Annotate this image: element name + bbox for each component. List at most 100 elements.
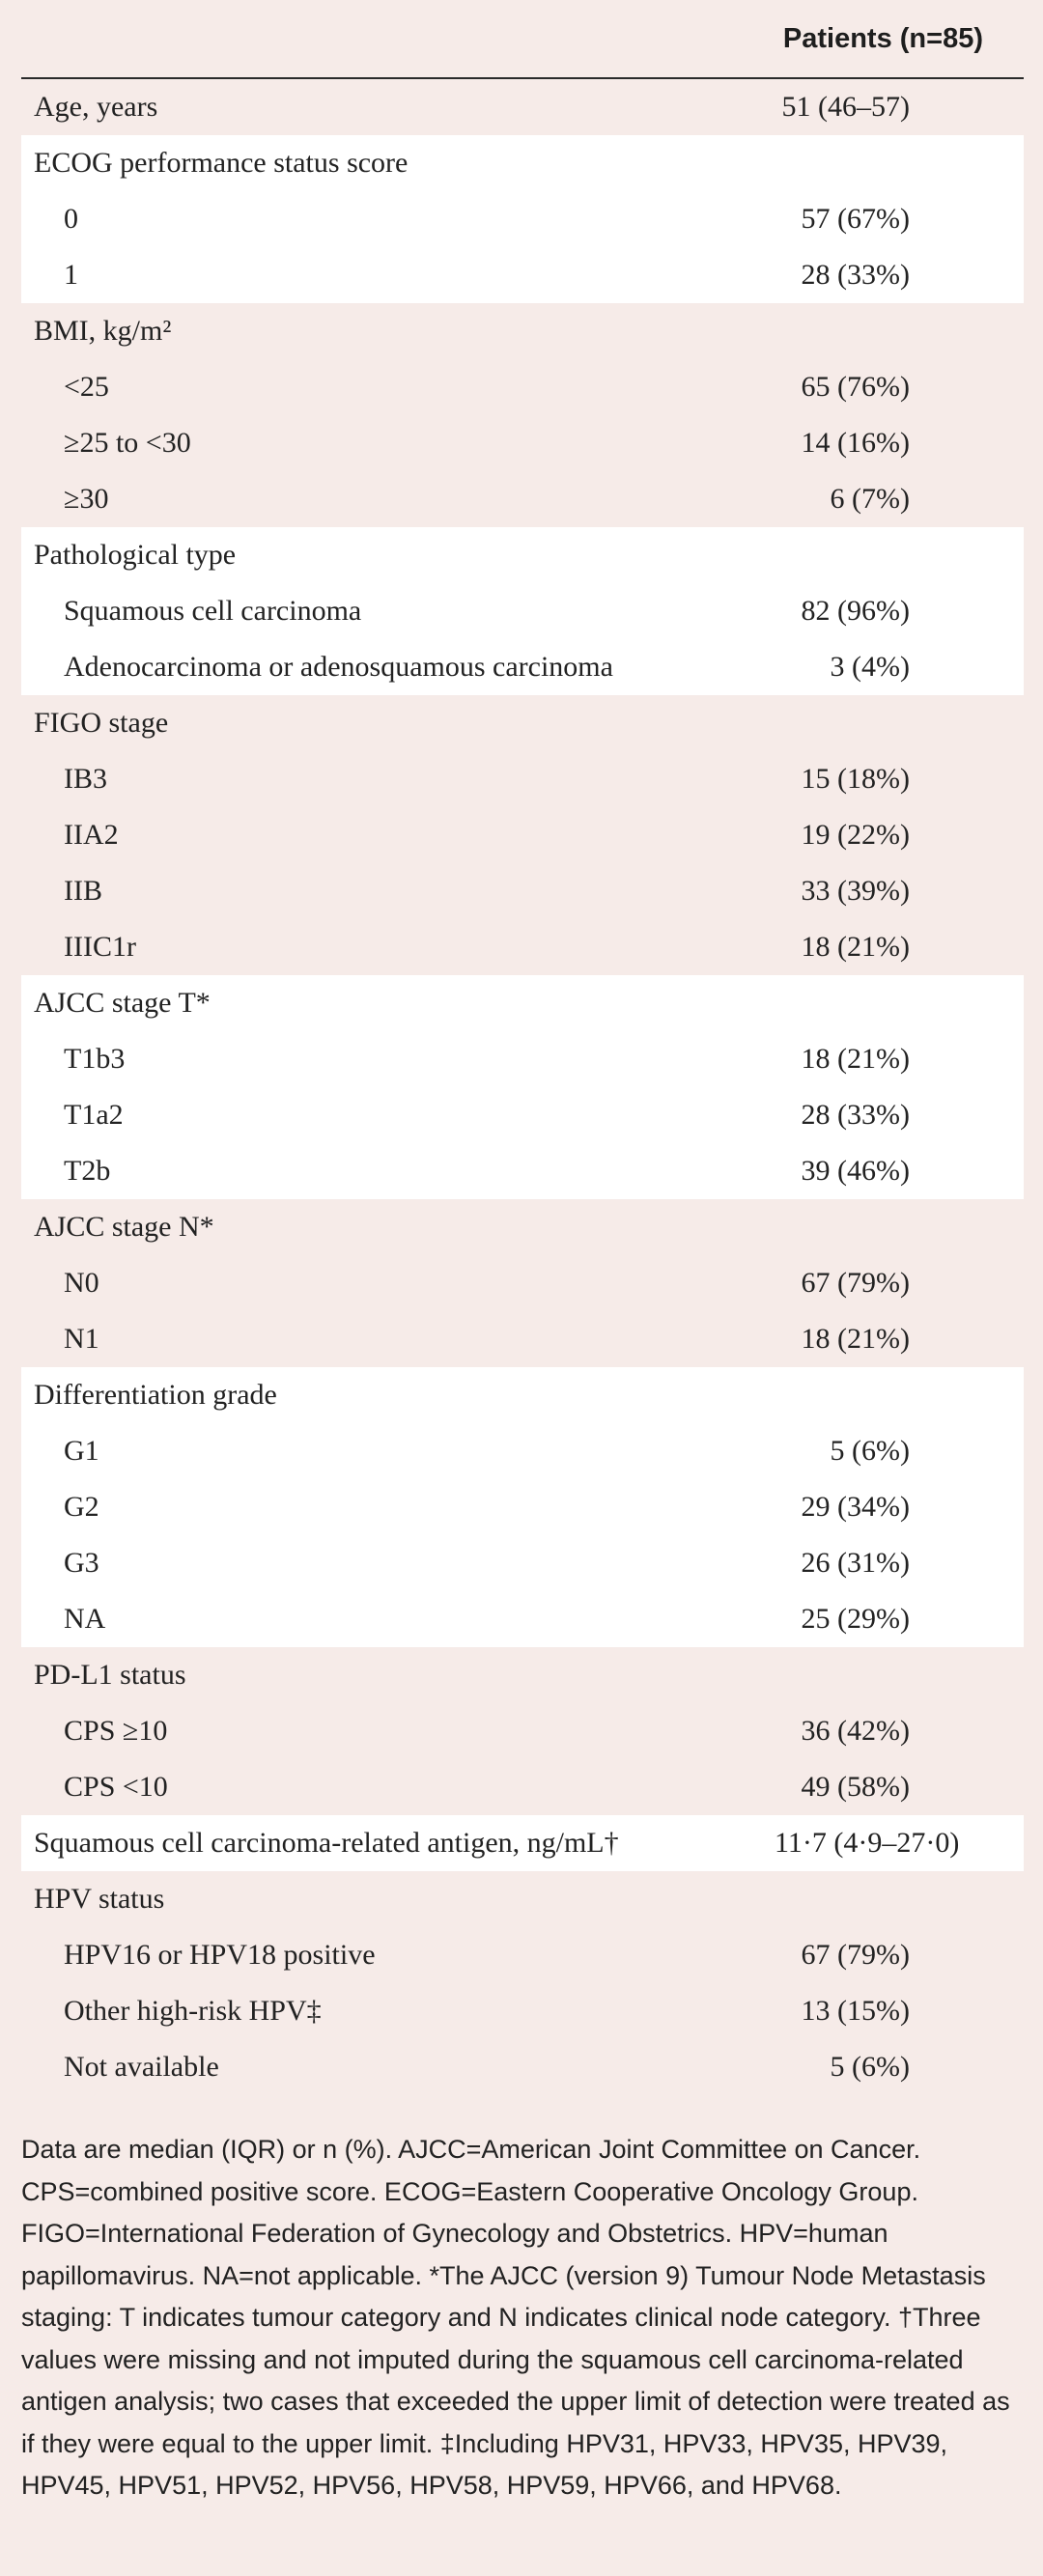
row-value: 39 (46%): [801, 1155, 910, 1187]
row-value: 3 (4%): [830, 651, 910, 683]
group-bmi: BMI, kg/m² <25 65 (76%) ≥25 to <30 14 (1…: [21, 303, 1024, 527]
row-label: Squamous cell carcinoma-related antigen,…: [34, 1827, 619, 1859]
row-label: Other high-risk HPV‡: [64, 1995, 322, 2027]
table-row: Squamous cell carcinoma 82 (96%): [21, 583, 1024, 639]
row-value: 5 (6%): [830, 2051, 910, 2083]
table-row: IIA2 19 (22%): [21, 807, 1024, 863]
row-label: ECOG performance status score: [34, 147, 409, 179]
table-row: ≥25 to <30 14 (16%): [21, 415, 1024, 471]
row-value: 18 (21%): [801, 1323, 910, 1355]
row-value: 11·7 (4·9–27·0): [775, 1827, 960, 1859]
row-value: 67 (79%): [801, 1267, 910, 1299]
group-title: Differentiation grade: [21, 1367, 1024, 1423]
table-row: Not available 5 (6%): [21, 2039, 1024, 2095]
row-value: 82 (96%): [801, 595, 910, 627]
table-row: CPS ≥10 36 (42%): [21, 1703, 1024, 1759]
group-title: PD-L1 status: [21, 1647, 1024, 1703]
table-footnote: Data are median (IQR) or n (%). AJCC=Ame…: [21, 2135, 1010, 2500]
table-row: CPS <10 49 (58%): [21, 1759, 1024, 1815]
row-value: 67 (79%): [801, 1939, 910, 1971]
row-label: BMI, kg/m²: [34, 315, 172, 347]
row-value: 14 (16%): [801, 427, 910, 459]
row-label: ≥30: [64, 483, 109, 515]
row-label: G1: [64, 1435, 99, 1467]
group-ecog: ECOG performance status score 0 57 (67%)…: [21, 135, 1024, 303]
row-value: 28 (33%): [801, 1099, 910, 1131]
row-label: IB3: [64, 763, 107, 795]
row-label: T1a2: [64, 1099, 124, 1131]
row-label: HPV16 or HPV18 positive: [64, 1939, 376, 1971]
table-row: NA 25 (29%): [21, 1591, 1024, 1647]
row-label: CPS ≥10: [64, 1715, 168, 1747]
row-label: T2b: [64, 1155, 111, 1187]
group-scc-antigen: Squamous cell carcinoma-related antigen,…: [21, 1815, 1024, 1871]
column-header-patients: Patients (n=85): [782, 23, 983, 54]
table-row: 1 28 (33%): [21, 247, 1024, 303]
group-title: BMI, kg/m²: [21, 303, 1024, 359]
group-pathology: Pathological type Squamous cell carcinom…: [21, 527, 1024, 695]
row-label: Adenocarcinoma or adenosquamous carcinom…: [64, 651, 613, 683]
table-row: N1 18 (21%): [21, 1311, 1024, 1367]
table-row: T1a2 28 (33%): [21, 1087, 1024, 1143]
row-value: 49 (58%): [801, 1771, 910, 1803]
table-row: Other high-risk HPV‡ 13 (15%): [21, 1983, 1024, 2039]
row-label: Age, years: [34, 91, 158, 123]
table: Patients (n=85) Age, years 51 (46–57) EC…: [21, 0, 1024, 2095]
row-value: 25 (29%): [801, 1603, 910, 1635]
group-hpv: HPV status HPV16 or HPV18 positive 67 (7…: [21, 1871, 1024, 2095]
table-row: T1b3 18 (21%): [21, 1031, 1024, 1087]
group-ajcc-n: AJCC stage N* N0 67 (79%) N1 18 (21%): [21, 1199, 1024, 1367]
table-row: Age, years 51 (46–57): [21, 79, 1024, 135]
table-row: HPV16 or HPV18 positive 67 (79%): [21, 1927, 1024, 1983]
row-value: 57 (67%): [801, 203, 910, 235]
table-row: 0 57 (67%): [21, 191, 1024, 247]
row-value: 29 (34%): [801, 1491, 910, 1523]
table-row: G3 26 (31%): [21, 1535, 1024, 1591]
row-label: NA: [64, 1603, 106, 1635]
row-label: G3: [64, 1547, 99, 1579]
group-title: AJCC stage T*: [21, 975, 1024, 1031]
table-row: Squamous cell carcinoma-related antigen,…: [21, 1815, 1024, 1871]
row-label: IIIC1r: [64, 931, 136, 963]
row-label: CPS <10: [64, 1771, 168, 1803]
row-label: Squamous cell carcinoma: [64, 595, 362, 627]
row-label: IIB: [64, 875, 102, 907]
row-label: HPV status: [34, 1883, 165, 1915]
group-ajcc-t: AJCC stage T* T1b3 18 (21%) T1a2 28 (33%…: [21, 975, 1024, 1199]
row-value: 65 (76%): [801, 371, 910, 403]
table-row: IIB 33 (39%): [21, 863, 1024, 919]
row-value: 28 (33%): [801, 259, 910, 291]
group-title: Pathological type: [21, 527, 1024, 583]
row-label: T1b3: [64, 1043, 126, 1075]
row-label: AJCC stage T*: [34, 987, 211, 1019]
row-value: 15 (18%): [801, 763, 910, 795]
group-title: ECOG performance status score: [21, 135, 1024, 191]
table-row: N0 67 (79%): [21, 1255, 1024, 1311]
row-label: N0: [64, 1267, 99, 1299]
row-value: 18 (21%): [801, 931, 910, 963]
table-row: G2 29 (34%): [21, 1479, 1024, 1535]
group-title: AJCC stage N*: [21, 1199, 1024, 1255]
row-value: 6 (7%): [830, 483, 910, 515]
row-value: 26 (31%): [801, 1547, 910, 1579]
group-age: Age, years 51 (46–57): [21, 79, 1024, 135]
table-row: ≥30 6 (7%): [21, 471, 1024, 527]
row-label: <25: [64, 371, 109, 403]
table-header: Patients (n=85): [21, 0, 1024, 79]
row-label: ≥25 to <30: [64, 427, 191, 459]
table-row: T2b 39 (46%): [21, 1143, 1024, 1199]
row-label: 0: [64, 203, 78, 235]
group-pdl1: PD-L1 status CPS ≥10 36 (42%) CPS <10 49…: [21, 1647, 1024, 1815]
row-value: 5 (6%): [830, 1435, 910, 1467]
row-label: N1: [64, 1323, 99, 1355]
row-label: 1: [64, 259, 78, 291]
row-value: 18 (21%): [801, 1043, 910, 1075]
row-label: IIA2: [64, 819, 119, 851]
table-row: IB3 15 (18%): [21, 751, 1024, 807]
row-label: G2: [64, 1491, 99, 1523]
table-row: Adenocarcinoma or adenosquamous carcinom…: [21, 639, 1024, 695]
table-row: IIIC1r 18 (21%): [21, 919, 1024, 975]
row-value: 13 (15%): [801, 1995, 910, 2027]
row-label: Not available: [64, 2051, 219, 2083]
row-label: AJCC stage N*: [34, 1211, 214, 1243]
